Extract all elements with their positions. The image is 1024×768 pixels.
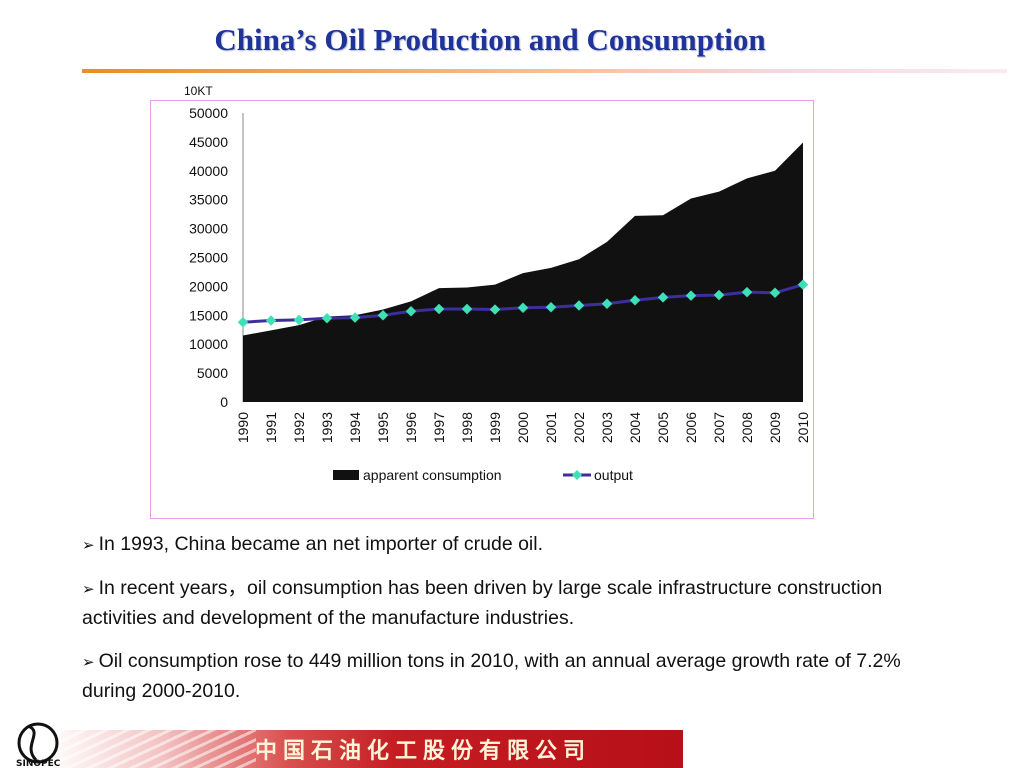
y-tick-label: 35000: [189, 192, 228, 208]
data-point-output: [237, 316, 249, 328]
data-point-output: [657, 292, 669, 303]
y-tick-label: 45000: [189, 134, 228, 150]
y-tick-label: 0: [220, 394, 228, 410]
x-tick-label: 1995: [375, 412, 391, 443]
sinopec-logo-icon: SINOPEC: [16, 722, 61, 768]
y-tick-label: 25000: [189, 250, 228, 266]
data-point-output: [489, 304, 501, 315]
data-point-output: [797, 279, 809, 291]
data-point-output: [517, 302, 529, 314]
data-point-output: [265, 315, 277, 326]
y-tick-label: 5000: [197, 365, 228, 381]
bullet-text: In 1993, China became an net importer of…: [98, 533, 544, 555]
chart-unit-label: 10KT: [184, 84, 213, 98]
data-point-output: [433, 303, 445, 315]
x-tick-label: 2010: [795, 412, 811, 443]
x-tick-label: 1992: [291, 412, 307, 443]
x-tick-label: 2003: [599, 412, 615, 443]
y-tick-label: 50000: [189, 105, 228, 121]
data-point-output: [769, 287, 781, 299]
bullet-item: ➢ Oil consumption rose to 449 million ton…: [82, 647, 942, 706]
x-tick-label: 1991: [263, 412, 279, 443]
data-point-output: [685, 290, 697, 302]
data-point-output: [601, 298, 613, 310]
bullet-arrow-icon: ➢: [82, 654, 95, 671]
x-tick-label: 2001: [543, 412, 559, 443]
x-tick-label: 2005: [655, 412, 671, 443]
x-tick-label: 2006: [683, 412, 699, 443]
bullet-arrow-icon: ➢: [82, 581, 95, 598]
footer-company-name: 中国石油化工股份有限公司: [255, 739, 592, 764]
bullet-arrow-icon: ➢: [82, 537, 95, 554]
x-tick-label: 2008: [739, 412, 755, 443]
data-point-output: [573, 300, 585, 311]
data-point-output: [713, 289, 725, 301]
x-tick-label: 2009: [767, 412, 783, 443]
x-tick-label: 2002: [571, 412, 587, 443]
x-tick-label: 1996: [403, 412, 419, 443]
slide-title: China’s Oil Production and Consumption: [214, 22, 766, 57]
data-point-output: [405, 305, 417, 317]
data-point-output: [293, 314, 305, 326]
series-area-apparent-consumption: [243, 142, 803, 402]
x-tick-label: 1997: [431, 412, 447, 443]
x-tick-label: 1990: [235, 412, 251, 443]
bullet-item: ➢ In recent years，oil consumption has bee…: [82, 574, 942, 633]
data-point-output: [545, 301, 557, 313]
oil-chart: 0 5000 10000 15000 20000 25000 30000 35000 40000…: [189, 105, 811, 483]
x-tick-label: 2000: [515, 412, 531, 443]
data-point-output: [741, 286, 753, 298]
x-tick-label: 2007: [711, 412, 727, 443]
x-tick-label: 1993: [319, 412, 335, 443]
footer-stripes: [46, 730, 256, 768]
x-tick-label: 1999: [487, 412, 503, 443]
legend-label-output: output: [594, 467, 633, 483]
data-point-output: [629, 294, 641, 306]
y-tick-label: 10000: [189, 336, 228, 352]
bullet-text: Oil consumption rose to 449 million tons…: [82, 650, 901, 702]
y-tick-label: 20000: [189, 278, 228, 294]
title-underline: [82, 69, 1007, 73]
legend-swatch-apparent-consumption: [333, 470, 359, 480]
legend-label-apparent-consumption: apparent consumption: [363, 467, 502, 483]
x-tick-label: 1998: [459, 412, 475, 443]
svg-text:SINOPEC: SINOPEC: [16, 759, 61, 768]
y-tick-label: 30000: [189, 221, 228, 237]
legend-marker-output: [572, 470, 582, 480]
y-tick-label: 40000: [189, 163, 228, 179]
bullet-text: In recent years，oil consumption has been…: [82, 577, 883, 629]
x-tick-label: 1994: [347, 412, 363, 443]
x-tick-label: 2004: [627, 412, 643, 443]
data-point-output: [321, 312, 333, 324]
data-point-output: [377, 309, 389, 321]
bullet-list: ➢ In 1993, China became an net importer o…: [82, 530, 942, 720]
data-point-output: [349, 312, 361, 323]
chart-frame: [150, 100, 814, 519]
bullet-item: ➢ In 1993, China became an net importer o…: [82, 530, 942, 560]
data-point-output: [461, 303, 473, 315]
y-tick-label: 15000: [189, 307, 228, 323]
